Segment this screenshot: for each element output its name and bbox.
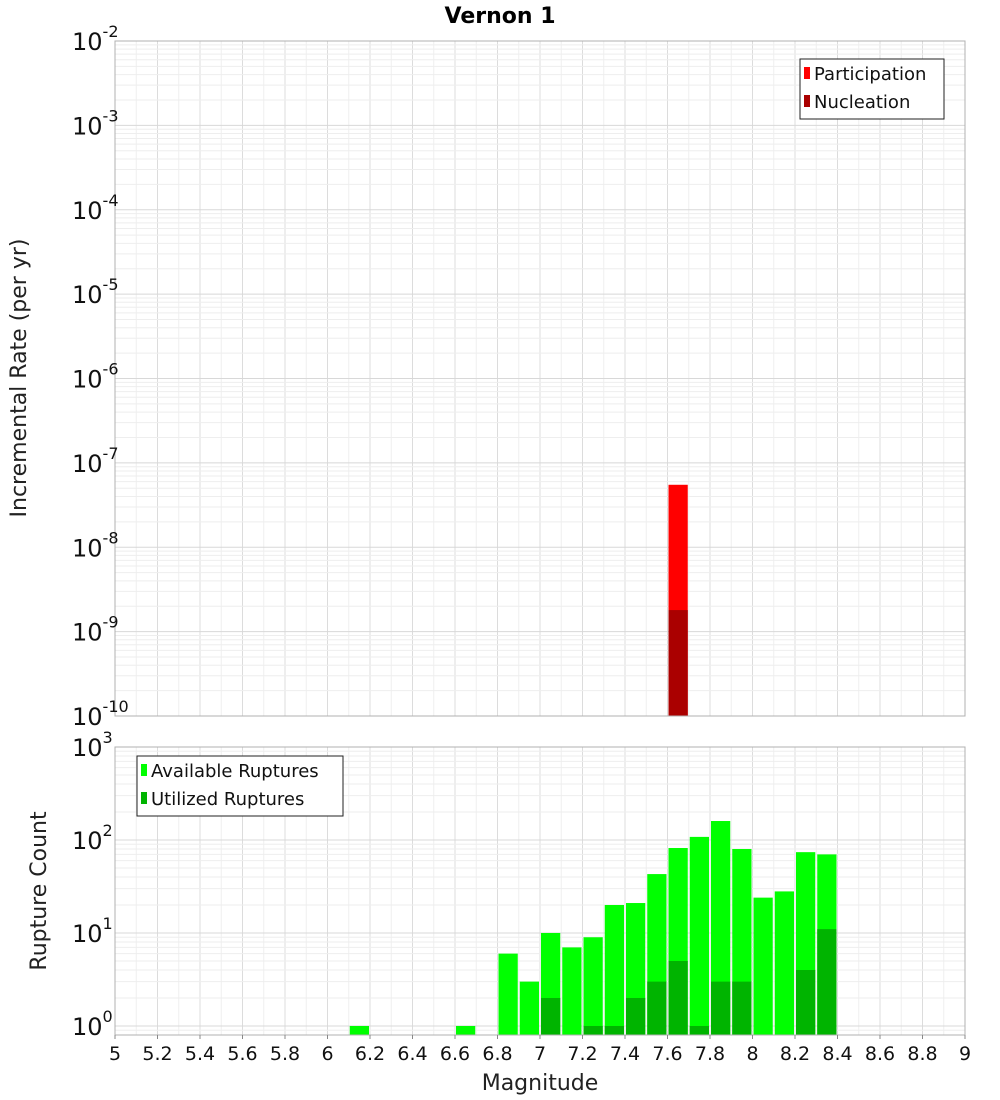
bar xyxy=(732,981,752,1035)
bar xyxy=(583,937,603,1035)
x-tick-label: 5.2 xyxy=(142,1043,172,1065)
x-axis-title: Magnitude xyxy=(482,1071,599,1096)
x-tick-label: 7.6 xyxy=(652,1043,682,1065)
bar xyxy=(817,929,837,1035)
y-tick-label: 10-3 xyxy=(72,106,119,140)
y-tick-label: 10-4 xyxy=(72,191,119,225)
bar xyxy=(647,981,667,1035)
x-tick-label: 7.4 xyxy=(610,1043,640,1065)
x-tick-label: 5.4 xyxy=(185,1043,215,1065)
bar xyxy=(774,891,794,1035)
series-nucleation xyxy=(668,610,688,716)
legend-swatch xyxy=(804,95,810,107)
x-tick-label: 7 xyxy=(534,1043,546,1065)
bar xyxy=(753,897,773,1035)
grid xyxy=(114,41,966,717)
y-tick-label: 10-8 xyxy=(72,528,119,562)
plot-frame xyxy=(114,40,966,717)
y-tick-label: 100 xyxy=(72,1007,113,1041)
y-axis-title: Rupture Count xyxy=(27,811,52,971)
x-tick-label: 5.6 xyxy=(227,1043,257,1065)
legend-label: Available Ruptures xyxy=(151,761,319,782)
x-tick-label: 6.6 xyxy=(440,1043,470,1065)
bar xyxy=(519,981,539,1035)
legend-swatch xyxy=(804,67,810,79)
y-axis-title: Incremental Rate (per yr) xyxy=(7,239,32,518)
x-tick-label: 8.2 xyxy=(780,1043,810,1065)
bar xyxy=(498,953,518,1035)
legend: Participation Nucleation xyxy=(799,58,945,120)
x-tick-label: 9 xyxy=(959,1043,971,1065)
y-tick-label: 10-6 xyxy=(72,360,119,394)
y-tick-label: 10-7 xyxy=(72,444,119,478)
y-tick-label: 103 xyxy=(72,728,113,762)
x-tick-label: 6.4 xyxy=(397,1043,427,1065)
chart-title: Vernon 1 xyxy=(445,4,556,29)
rupture-count-panel: 103 102 101 100 Rupture Count Available Ruptu… xyxy=(27,728,971,1096)
bar xyxy=(689,836,709,1035)
bar xyxy=(604,904,624,1035)
y-tick-label: 10-5 xyxy=(72,275,119,309)
bar xyxy=(796,969,816,1035)
x-tick-label: 8.4 xyxy=(822,1043,852,1065)
bar xyxy=(668,960,688,1035)
bar xyxy=(604,1025,624,1035)
legend-swatch xyxy=(141,792,147,804)
x-tick-label: 7.2 xyxy=(567,1043,597,1065)
y-tick-label: 101 xyxy=(72,914,113,948)
y-tick-label: 10-9 xyxy=(72,613,119,647)
x-tick-label: 6.8 xyxy=(482,1043,512,1065)
x-tick-label: 5 xyxy=(109,1043,121,1065)
x-tick-label: 8 xyxy=(746,1043,758,1065)
legend: Available Ruptures Utilized Ruptures xyxy=(136,755,344,817)
legend-box xyxy=(799,58,945,120)
x-tick-label: 6 xyxy=(321,1043,333,1065)
x-tick-label: 8.6 xyxy=(865,1043,895,1065)
x-tick-label: 6.2 xyxy=(355,1043,385,1065)
x-tick-label: 5.8 xyxy=(270,1043,300,1065)
legend-label: Participation xyxy=(814,64,926,85)
bar xyxy=(689,1025,709,1035)
bar xyxy=(456,1025,476,1035)
bar xyxy=(626,997,646,1035)
bar xyxy=(562,947,582,1035)
bar xyxy=(349,1025,369,1035)
x-tick-label: 7.8 xyxy=(695,1043,725,1065)
legend-label: Utilized Ruptures xyxy=(151,789,304,810)
rate-panel: 10-2 10-3 10-4 10-5 10-6 10-7 10-8 10-9 10-10 Inc… xyxy=(7,22,966,731)
x-tick-label: 8.8 xyxy=(907,1043,937,1065)
bar xyxy=(668,610,688,716)
series-utilized-ruptures xyxy=(541,929,837,1035)
series-available-ruptures xyxy=(349,821,837,1035)
legend-label: Nucleation xyxy=(814,92,910,113)
bar xyxy=(711,981,731,1035)
y-tick-label: 102 xyxy=(72,821,113,855)
legend-box xyxy=(136,755,344,817)
bar xyxy=(583,1025,603,1035)
legend-swatch xyxy=(141,764,147,776)
bar xyxy=(711,821,731,1035)
y-tick-label: 10-10 xyxy=(72,697,129,731)
bar xyxy=(541,997,561,1035)
y-tick-label: 10-2 xyxy=(72,22,119,56)
